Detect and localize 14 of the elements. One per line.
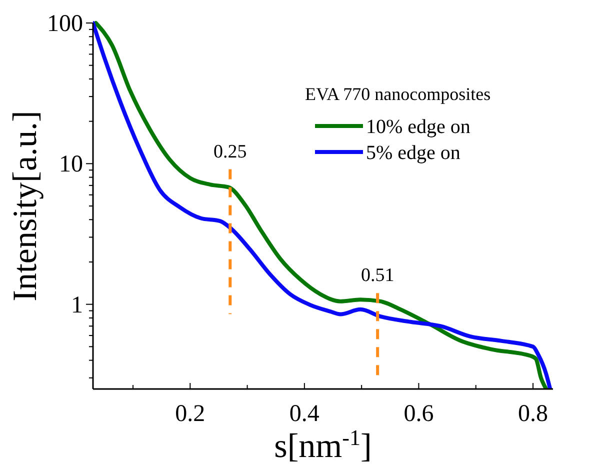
- y-tick-label: 10: [59, 152, 83, 178]
- y-tick-label: 100: [47, 11, 83, 37]
- x-tick-label: 0.2: [175, 401, 206, 427]
- y-tick-label: 1: [71, 292, 83, 318]
- x-tick-label: 0.8: [518, 401, 548, 427]
- y-axis-title: Intensity[a.u.]: [7, 110, 44, 302]
- annotation: 0.25: [214, 141, 247, 162]
- x-tick-label: 0.6: [404, 401, 434, 427]
- annotation: 0.51: [360, 265, 394, 286]
- legend-label: 5% edge on: [366, 142, 460, 164]
- x-axis-title: s[nm$^{-1}$]: [274, 424, 372, 465]
- legend-label: 10% edge on: [366, 116, 470, 138]
- x-tick-label: 0.4: [289, 401, 320, 427]
- legend-title: EVA 770 nanocomposites: [305, 84, 491, 104]
